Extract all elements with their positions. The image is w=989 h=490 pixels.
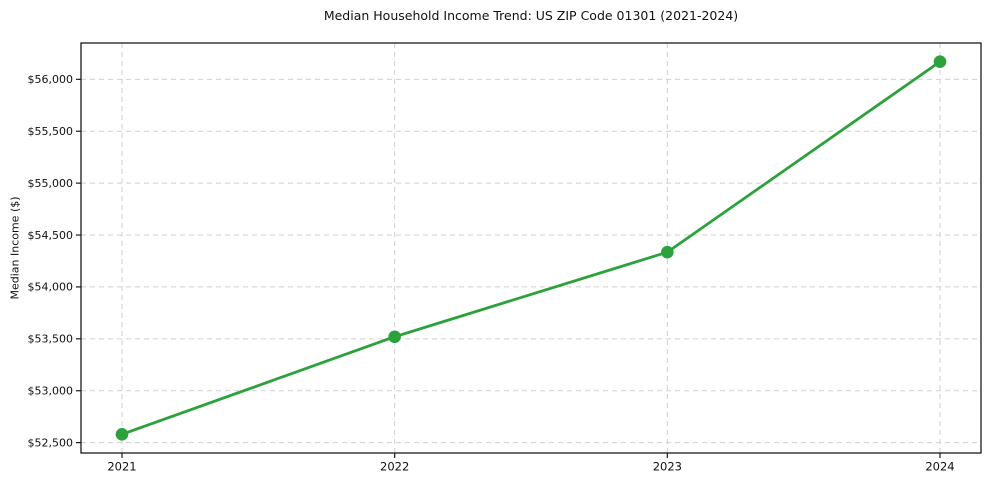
- y-axis-label: Median Income ($): [8, 196, 22, 300]
- y-tick-label: $52,500: [28, 436, 74, 449]
- x-tick-label: 2021: [107, 460, 136, 474]
- x-tick-label: 2023: [653, 460, 682, 474]
- y-tick-label: $54,500: [28, 229, 74, 242]
- data-point-2024: [933, 55, 947, 68]
- trend-line: [120, 60, 942, 436]
- data-point-2022: [388, 330, 401, 344]
- tick-marks: [76, 78, 941, 458]
- y-tick-label: $56,000: [28, 73, 74, 86]
- tick-labels: $52,500 $53,000 $53,500 $54,000 $54,500 $55,0…: [28, 73, 955, 473]
- plot-border: [80, 42, 982, 454]
- chart-title: Median Household Income Trend: US ZIP Co…: [323, 8, 739, 23]
- data-points: [115, 55, 947, 441]
- x-tick-label: 2022: [380, 460, 409, 474]
- data-point-2021: [115, 428, 129, 441]
- y-tick-label: $53,500: [28, 333, 74, 346]
- y-tick-label: $55,000: [28, 177, 74, 190]
- y-tick-label: $53,000: [28, 385, 74, 398]
- x-tick-label: 2024: [925, 460, 954, 474]
- y-tick-label: $54,000: [28, 281, 74, 294]
- data-point-2023: [661, 245, 674, 259]
- gridlines: [81, 43, 981, 453]
- y-tick-label: $55,500: [28, 125, 74, 138]
